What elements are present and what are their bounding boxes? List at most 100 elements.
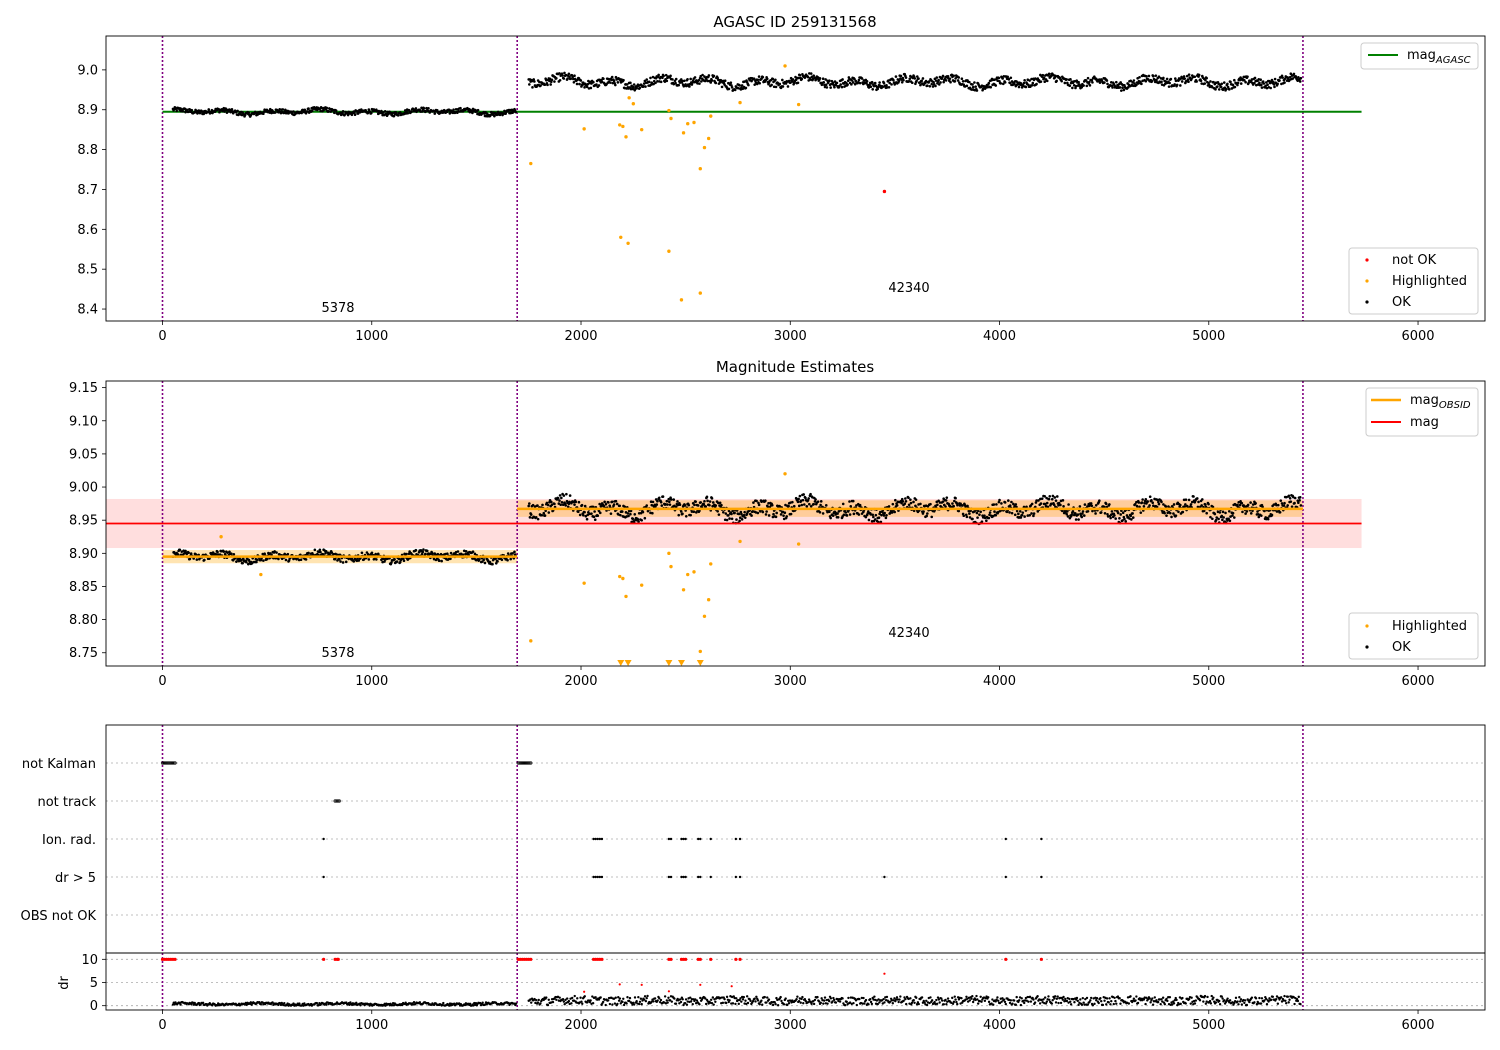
dr-ok-point <box>946 997 950 1000</box>
ok-point <box>473 552 477 556</box>
ok-point <box>178 548 182 552</box>
ok-point <box>739 510 743 514</box>
ok-point <box>284 558 288 562</box>
ok-point <box>933 77 937 81</box>
ok-point <box>546 503 550 507</box>
ok-point <box>1183 505 1187 508</box>
ok-point <box>1002 75 1006 78</box>
ok-point <box>831 81 835 85</box>
ok-point <box>1045 496 1048 500</box>
ok-point <box>1021 511 1025 514</box>
ok-point <box>703 499 706 503</box>
dr-ok-point <box>1020 997 1023 1000</box>
dr-ok-point <box>878 1001 881 1004</box>
ok-point <box>890 83 893 86</box>
ok-point <box>1283 501 1286 505</box>
ok-point <box>903 502 907 506</box>
ok-point <box>607 501 610 504</box>
dr-ok-point <box>763 995 766 999</box>
ok-point <box>740 84 744 87</box>
ok-point <box>699 501 703 504</box>
flag-point <box>516 761 520 765</box>
x-tick-label: 5000 <box>1192 674 1225 689</box>
ok-point <box>1007 78 1011 81</box>
ok-point <box>983 514 986 518</box>
ok-point <box>733 88 737 92</box>
dr-ok-point <box>882 997 885 1001</box>
ok-point <box>436 552 440 556</box>
highlighted-point <box>529 639 533 643</box>
ok-point <box>1246 503 1250 507</box>
ok-point <box>818 510 822 514</box>
dr-ok-point <box>904 997 907 1001</box>
dr-ok-point <box>637 1002 641 1006</box>
ok-point <box>747 83 750 87</box>
ok-point <box>1003 501 1007 504</box>
dr-ok-point <box>725 1001 728 1005</box>
dr-ok-point <box>404 1001 407 1004</box>
agasc-legend-top: magAGASC <box>1360 42 1479 70</box>
ok-point <box>609 512 613 515</box>
dr-ok-point <box>855 1003 859 1007</box>
dr-ok-point <box>897 1000 900 1004</box>
ok-point <box>770 503 774 507</box>
ok-point <box>1168 81 1171 85</box>
dr-ok-point <box>838 997 841 1001</box>
ok-point <box>789 512 793 516</box>
ok-point <box>1261 80 1265 83</box>
ok-point <box>857 513 861 516</box>
ok-point <box>750 514 753 517</box>
ok-point <box>1299 76 1303 80</box>
ok-point <box>275 551 278 554</box>
ok-point <box>774 85 778 89</box>
ok-point <box>1051 494 1055 498</box>
dr-ok-point <box>803 998 807 1001</box>
dr-ok-point <box>895 996 899 999</box>
dr-ok-point <box>667 996 670 999</box>
ok-point <box>1083 503 1087 506</box>
ok-point <box>1205 76 1208 80</box>
ok-point <box>556 496 560 500</box>
ok-point <box>967 509 971 513</box>
ok-point <box>757 503 761 507</box>
ok-point <box>1226 82 1229 86</box>
ok-point <box>281 108 285 111</box>
dr-ok-point <box>912 999 915 1002</box>
dr-ok-point <box>1004 1002 1008 1006</box>
flag-point <box>684 837 687 841</box>
ok-point <box>482 558 486 562</box>
ok-point <box>914 498 918 501</box>
dr-ok-point <box>971 995 974 998</box>
dr-ok-point <box>586 1001 589 1004</box>
ok-point <box>693 503 696 507</box>
ok-point <box>679 510 683 513</box>
ok-point <box>791 78 795 81</box>
ok-point <box>908 77 912 81</box>
ok-point <box>509 557 513 561</box>
dr-ok-point <box>640 1002 643 1006</box>
ok-point <box>915 79 918 83</box>
agasc-panel-frame <box>105 35 1486 322</box>
ok-point <box>540 513 544 517</box>
ok-point <box>894 498 897 502</box>
y-tick-label: 8.85 <box>69 580 98 595</box>
ok-point <box>559 503 563 507</box>
ok-point <box>280 557 284 561</box>
ok-point <box>471 550 475 554</box>
ok-point <box>729 81 733 85</box>
ok-point <box>1209 80 1212 83</box>
ok-point <box>543 83 547 86</box>
ok-point <box>910 81 914 85</box>
ok-point <box>207 108 211 111</box>
ok-point <box>262 559 265 562</box>
x-tick-label: 6000 <box>1401 329 1434 344</box>
ok-point <box>882 81 886 85</box>
ok-point <box>1071 509 1075 513</box>
off-scale-marker <box>617 660 625 666</box>
ok-point <box>909 501 913 505</box>
ok-point <box>1233 85 1237 89</box>
ok-point <box>1155 78 1158 82</box>
ok-point <box>1015 509 1019 513</box>
dr-ok-point <box>632 1003 636 1006</box>
dr-ok-point <box>915 996 918 999</box>
